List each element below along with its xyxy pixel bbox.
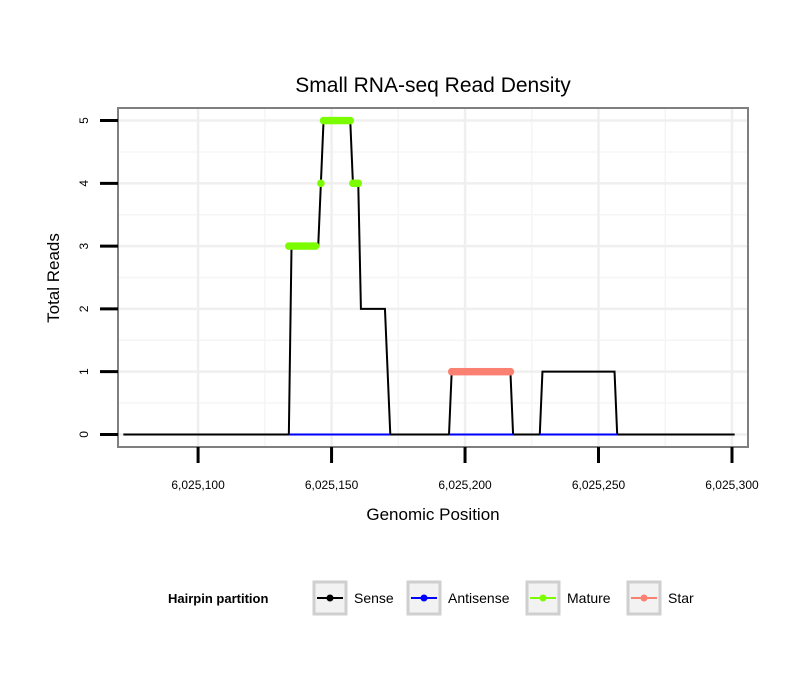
- legend-item-mature: Mature: [525, 580, 611, 616]
- axes: 6,025,100 6,025,150 6,025,200 6,025,250 6,02…: [77, 107, 759, 492]
- x-tick-label: 6,025,150: [305, 478, 359, 492]
- x-axis-title: Genomic Position: [366, 505, 499, 524]
- legend: Hairpin partition Sense Antisense Mature Sta…: [168, 580, 694, 616]
- legend-item-antisense: Antisense: [406, 580, 510, 616]
- y-tick-label: 1: [77, 368, 91, 375]
- data-point-mature: [346, 116, 355, 125]
- data-point-mature: [354, 179, 363, 188]
- legend-item-sense: Sense: [312, 580, 394, 616]
- y-tick-label: 0: [77, 431, 91, 438]
- data-marks: [123, 116, 735, 436]
- legend-label-mature: Mature: [567, 590, 611, 606]
- legend-key-point: [640, 594, 648, 602]
- series-line-sense: [123, 119, 735, 436]
- chart-title: Small RNA-seq Read Density: [295, 74, 571, 97]
- y-axis-title: Total Reads: [44, 233, 63, 323]
- panel-border: [117, 107, 749, 448]
- x-tick-label: 6,025,250: [572, 478, 626, 492]
- y-tick-label: 4: [77, 180, 91, 187]
- data-point-mature: [317, 179, 325, 188]
- legend-key-point: [420, 594, 428, 602]
- data-point-star: [506, 367, 515, 376]
- legend-label-antisense: Antisense: [448, 590, 510, 606]
- x-tick-label: 6,025,300: [705, 478, 759, 492]
- y-tick-label: 3: [77, 242, 91, 249]
- y-tick-label: 2: [77, 305, 91, 312]
- legend-label-sense: Sense: [354, 590, 394, 606]
- legend-title: Hairpin partition: [168, 591, 268, 606]
- legend-key-point: [326, 594, 334, 602]
- x-tick-label: 6,025,200: [438, 478, 492, 492]
- legend-item-star: Star: [626, 580, 694, 616]
- data-point-mature: [311, 242, 320, 250]
- y-tick-label: 5: [77, 117, 91, 124]
- plot-panel: [118, 108, 748, 447]
- legend-key-point: [539, 594, 547, 602]
- legend-label-star: Star: [668, 590, 694, 606]
- x-tick-label: 6,025,100: [171, 478, 225, 492]
